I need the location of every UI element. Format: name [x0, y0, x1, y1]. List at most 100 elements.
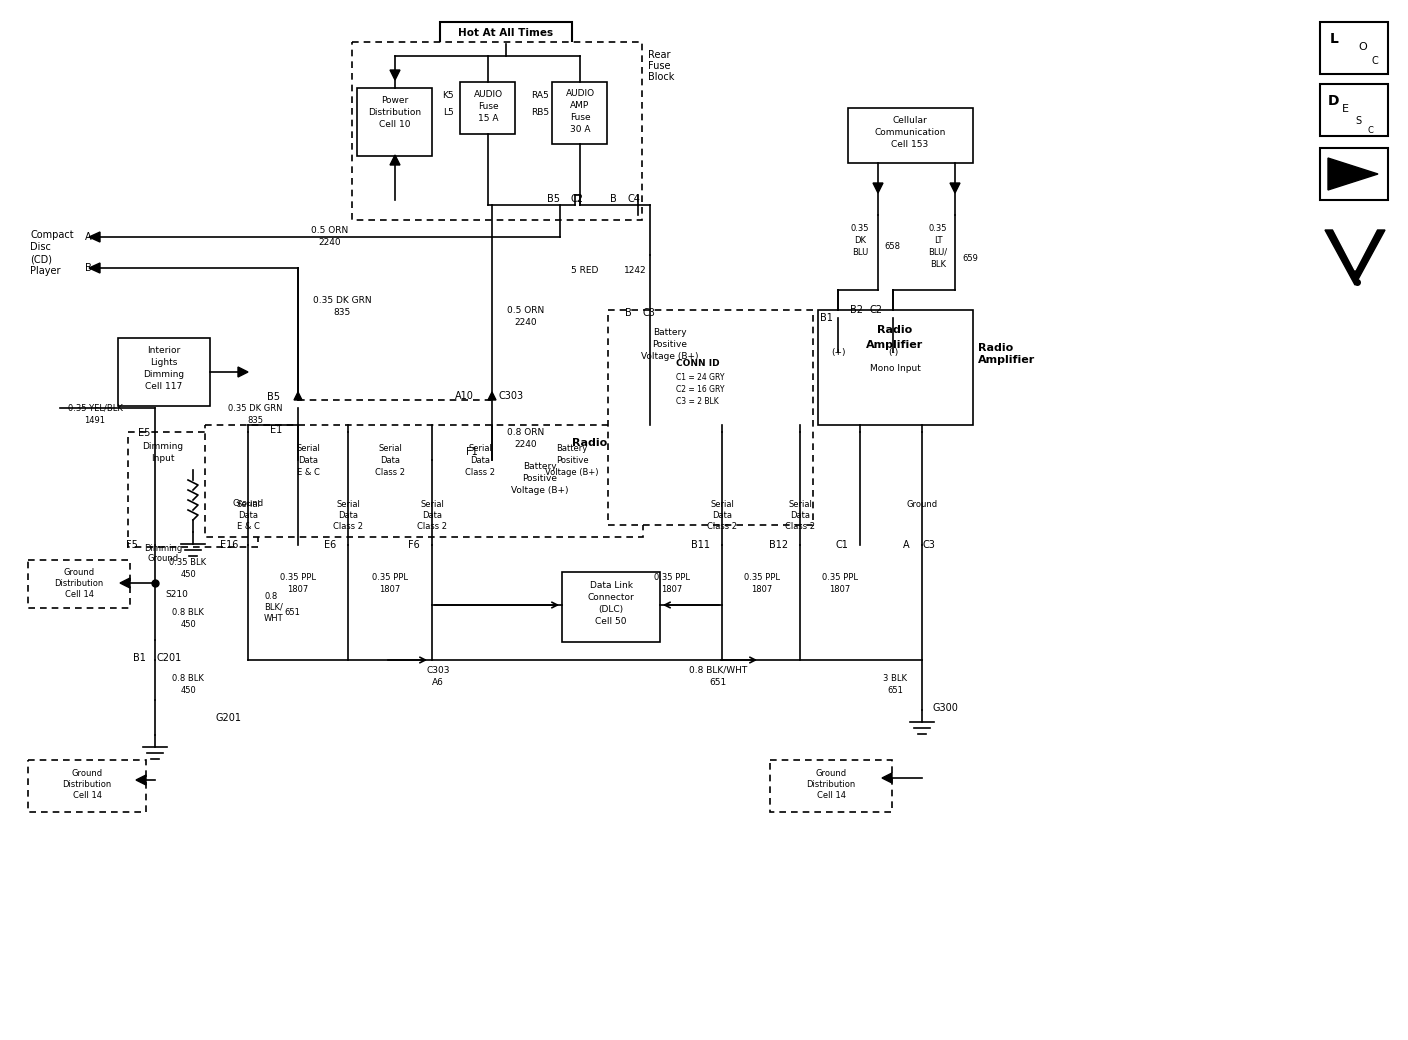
Text: 5 RED: 5 RED — [570, 265, 598, 275]
Text: 450: 450 — [180, 570, 196, 578]
Bar — [128, 432, 258, 547]
Text: 835: 835 — [334, 308, 351, 316]
Text: Dimming: Dimming — [142, 442, 183, 450]
Text: 651: 651 — [887, 685, 903, 695]
Polygon shape — [137, 775, 146, 785]
Text: Disc: Disc — [30, 242, 51, 252]
Text: 0.8 ORN: 0.8 ORN — [507, 427, 545, 437]
Bar — [28, 560, 130, 608]
Text: Radio: Radio — [877, 326, 912, 335]
Polygon shape — [873, 183, 883, 193]
Text: E: E — [1342, 104, 1349, 114]
Text: C2: C2 — [570, 194, 583, 204]
Text: Rear: Rear — [648, 50, 670, 60]
Text: Distribution: Distribution — [62, 780, 111, 788]
Bar — [848, 108, 973, 163]
Text: 659: 659 — [962, 254, 979, 262]
Text: 0.35: 0.35 — [850, 224, 869, 233]
Text: L: L — [1331, 32, 1339, 46]
Text: Data: Data — [790, 511, 810, 520]
Text: S: S — [1354, 116, 1362, 126]
Text: Serial: Serial — [710, 499, 734, 509]
Polygon shape — [881, 773, 893, 783]
Text: Power: Power — [382, 96, 408, 104]
Text: (+): (+) — [831, 347, 845, 357]
Text: Interior: Interior — [148, 345, 180, 355]
Text: Distribution: Distribution — [55, 578, 104, 588]
Text: Block: Block — [648, 72, 674, 82]
Text: Lights: Lights — [151, 358, 177, 366]
Bar — [818, 310, 973, 425]
Bar — [552, 82, 607, 144]
Text: LT: LT — [934, 235, 942, 244]
Text: 835: 835 — [246, 416, 263, 424]
Text: Radio: Radio — [572, 438, 607, 448]
Text: C2: C2 — [870, 305, 883, 315]
Text: 0.8: 0.8 — [265, 592, 277, 600]
Text: Cell 153: Cell 153 — [891, 139, 929, 149]
Text: S210: S210 — [165, 590, 187, 598]
Text: Serial: Serial — [467, 443, 491, 452]
Text: CONN ID: CONN ID — [676, 359, 719, 367]
Text: 2240: 2240 — [515, 440, 538, 448]
Text: Cell 50: Cell 50 — [596, 617, 627, 625]
Text: Cell 117: Cell 117 — [145, 382, 183, 390]
Text: Battery: Battery — [524, 462, 556, 470]
Bar — [441, 22, 572, 44]
Text: 0.5 ORN: 0.5 ORN — [507, 306, 545, 314]
Text: 450: 450 — [180, 685, 196, 695]
Text: C4: C4 — [627, 194, 639, 204]
Text: C: C — [1371, 56, 1378, 66]
Text: Player: Player — [30, 266, 61, 276]
Text: Cell 14: Cell 14 — [72, 790, 101, 800]
Text: AUDIO: AUDIO — [473, 89, 503, 99]
Text: Amplifier: Amplifier — [979, 355, 1035, 365]
Text: AUDIO: AUDIO — [566, 88, 594, 98]
Text: C1 = 24 GRY: C1 = 24 GRY — [676, 372, 725, 382]
Text: Class 2: Class 2 — [786, 521, 815, 530]
Text: C2 = 16 GRY: C2 = 16 GRY — [676, 385, 725, 393]
Text: Class 2: Class 2 — [417, 521, 446, 530]
Text: B12: B12 — [769, 540, 788, 550]
Text: Data: Data — [238, 511, 258, 520]
Text: Dimming: Dimming — [144, 369, 184, 379]
Text: C303: C303 — [427, 666, 449, 675]
Text: B2: B2 — [849, 305, 863, 315]
Polygon shape — [89, 232, 100, 242]
Text: Serial: Serial — [237, 499, 260, 509]
Bar — [358, 88, 432, 156]
Text: 0.35 PPL: 0.35 PPL — [743, 572, 780, 581]
Text: Positive: Positive — [522, 473, 558, 483]
Text: Ground: Ground — [232, 498, 263, 508]
Text: 0.35 PPL: 0.35 PPL — [372, 572, 408, 581]
Text: L5: L5 — [442, 107, 453, 116]
Text: BLU: BLU — [852, 248, 869, 257]
Text: B1: B1 — [819, 313, 834, 323]
Text: 0.35 PPL: 0.35 PPL — [280, 572, 315, 581]
Text: E & C: E & C — [237, 521, 259, 530]
Text: Input: Input — [151, 453, 175, 463]
Polygon shape — [1333, 228, 1377, 270]
Text: BLK/: BLK/ — [265, 602, 283, 612]
Text: D: D — [1328, 94, 1339, 108]
Text: Class 2: Class 2 — [334, 521, 363, 530]
Text: Cell 14: Cell 14 — [65, 590, 93, 598]
Text: E16: E16 — [220, 540, 238, 550]
Polygon shape — [89, 263, 100, 274]
Text: WHT: WHT — [265, 614, 283, 623]
Text: 1807: 1807 — [752, 584, 773, 594]
Text: (CD): (CD) — [30, 254, 52, 264]
Text: 1242: 1242 — [624, 265, 646, 275]
Text: F6: F6 — [408, 540, 420, 550]
Text: B1: B1 — [134, 653, 146, 664]
Text: AMP: AMP — [570, 101, 590, 109]
Bar — [206, 425, 643, 537]
Text: B: B — [610, 194, 617, 204]
Text: 0.8 BLK: 0.8 BLK — [172, 674, 204, 682]
Text: Voltage (B+): Voltage (B+) — [641, 352, 698, 361]
Text: E & C: E & C — [297, 468, 320, 476]
Text: Distribution: Distribution — [369, 107, 421, 116]
Text: K5: K5 — [442, 90, 453, 100]
Text: A: A — [86, 232, 92, 242]
Text: Serial: Serial — [379, 443, 401, 452]
